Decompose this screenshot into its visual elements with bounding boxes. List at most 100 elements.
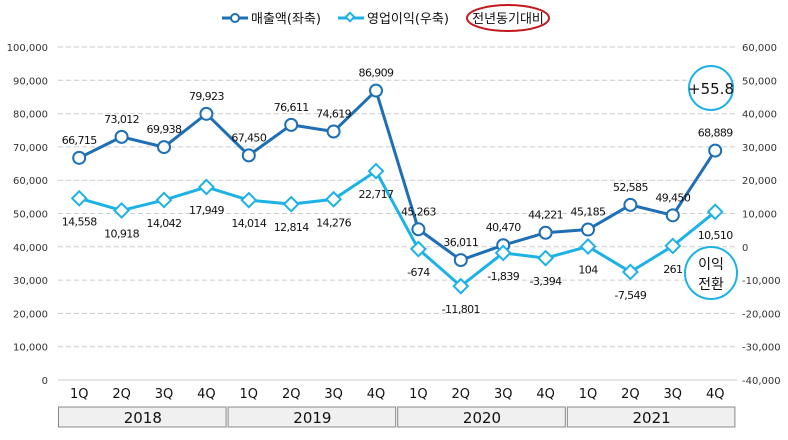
profit-label: 14,042 — [147, 217, 182, 230]
revenue-point — [369, 83, 383, 98]
revenue-label: 79,923 — [189, 90, 224, 103]
right-tick-label: 10,000 — [742, 210, 777, 221]
legend-yoy-label: 전년동기대비 — [472, 12, 544, 27]
revenue-label: 74,619 — [316, 108, 351, 121]
right-tick-label: 50,000 — [742, 76, 777, 87]
profit-label: 14,558 — [62, 215, 97, 228]
revenue-point — [157, 140, 171, 155]
right-tick-label: 60,000 — [742, 43, 777, 54]
revenue-point — [708, 143, 723, 158]
profit-turn-line1: 이익 — [698, 257, 724, 273]
profit-turn-annotation: 이익 전환 — [684, 246, 738, 300]
profit-point — [621, 263, 639, 281]
legend-profit-label: 영업이익(우축) — [367, 12, 449, 27]
revenue-label: 40,470 — [486, 221, 521, 234]
left-tick-label: 10,000 — [13, 343, 48, 354]
series — [70, 83, 724, 295]
revenue-point — [326, 124, 341, 139]
x-tick-label: 4Q — [536, 387, 555, 402]
profit-label: -7,549 — [614, 289, 646, 302]
growth-annotation: +55.8 — [688, 65, 734, 111]
profit-label: -3,394 — [530, 275, 562, 288]
revenue-label: 52,585 — [613, 181, 648, 194]
x-tick-label: 4Q — [367, 387, 386, 402]
x-tick-label: 1Q — [409, 387, 428, 402]
right-tick-label: -10,000 — [742, 276, 781, 287]
revenue-label: 73,012 — [104, 113, 139, 126]
x-tick-label: 1Q — [579, 387, 598, 402]
left-tick-label: 50,000 — [13, 210, 48, 221]
profit-label: -1,839 — [487, 270, 519, 283]
left-tick-label: 100,000 — [7, 43, 48, 54]
revenue-label: 44,221 — [528, 209, 563, 222]
profit-label: 14,276 — [316, 216, 351, 229]
x-tick-label: 4Q — [706, 387, 725, 402]
profit-label: 10,918 — [104, 227, 139, 240]
revenue-label: 86,909 — [359, 67, 394, 80]
left-tick-label: 60,000 — [13, 176, 48, 187]
revenue-point — [538, 225, 553, 240]
profit-point — [664, 237, 682, 255]
revenue-point — [199, 106, 214, 121]
profit-label: 10,510 — [698, 229, 733, 242]
revenue-point — [453, 253, 468, 268]
left-tick-label: 0 — [42, 376, 48, 387]
x-tick-label: 3Q — [324, 387, 343, 402]
series-line-0 — [78, 87, 717, 262]
profit-point — [537, 249, 555, 267]
year-box — [566, 406, 736, 428]
revenue-label: 36,011 — [443, 236, 478, 249]
year-box — [397, 406, 566, 428]
right-tick-label: 40,000 — [742, 110, 777, 121]
revenue-point — [411, 222, 426, 237]
left-tick-label: 40,000 — [13, 243, 48, 254]
right-tick-label: 30,000 — [742, 143, 777, 154]
series-line-1 — [78, 168, 717, 289]
revenue-label: 45,185 — [571, 206, 606, 219]
legend-revenue-label: 매출액(좌축) — [251, 12, 321, 27]
profit-point — [706, 203, 724, 221]
left-tick-label: 90,000 — [13, 76, 48, 87]
right-tick-label: 0 — [742, 243, 748, 254]
right-tick-label: -30,000 — [742, 343, 781, 354]
right-tick-label: -20,000 — [742, 309, 781, 320]
revenue-point — [623, 197, 638, 212]
legend: 매출액(좌축) 영업이익(우축) 전년동기대비 — [222, 4, 550, 32]
left-tick-label: 20,000 — [13, 309, 48, 320]
profit-label: -11,801 — [442, 303, 480, 316]
x-tick-label: 4Q — [197, 387, 216, 402]
profit-label: 22,717 — [359, 188, 394, 201]
profit-point — [197, 178, 215, 196]
revenue-label: 76,611 — [274, 101, 309, 114]
profit-point — [282, 195, 300, 213]
x-tick-label: 1Q — [240, 387, 259, 402]
year-box — [58, 406, 227, 428]
revenue-point — [241, 148, 256, 163]
right-tick-label: 20,000 — [742, 176, 777, 187]
profit-label: -674 — [407, 266, 430, 279]
x-tick-label: 2Q — [621, 387, 640, 402]
profit-point — [494, 244, 512, 262]
legend-profit-marker — [344, 11, 356, 23]
revenue-point — [72, 150, 87, 165]
revenue-label: 49,450 — [655, 191, 690, 204]
profit-point — [113, 201, 131, 219]
profit-label: 104 — [578, 263, 598, 276]
revenue-point — [284, 117, 299, 132]
legend-yoy-ellipse — [466, 4, 550, 32]
year-label: 2018 — [124, 409, 162, 427]
profit-point — [367, 162, 385, 180]
profit-point — [579, 237, 597, 255]
profit-label: 14,014 — [231, 217, 266, 230]
year-label: 2019 — [293, 409, 331, 427]
profit-turn-line2: 전환 — [698, 277, 724, 293]
x-tick-label: 3Q — [664, 387, 683, 402]
profit-point — [70, 189, 88, 207]
right-tick-label: -40,000 — [742, 376, 781, 387]
left-tick-label: 30,000 — [13, 276, 48, 287]
growth-circle — [688, 65, 734, 111]
profit-point — [155, 191, 173, 209]
revenue-label: 45,263 — [401, 205, 436, 218]
profit-label: 17,949 — [189, 204, 224, 217]
data-labels: 66,715 73,012 69,938 79,923 67,450 76,611 74,6… — [62, 67, 734, 317]
